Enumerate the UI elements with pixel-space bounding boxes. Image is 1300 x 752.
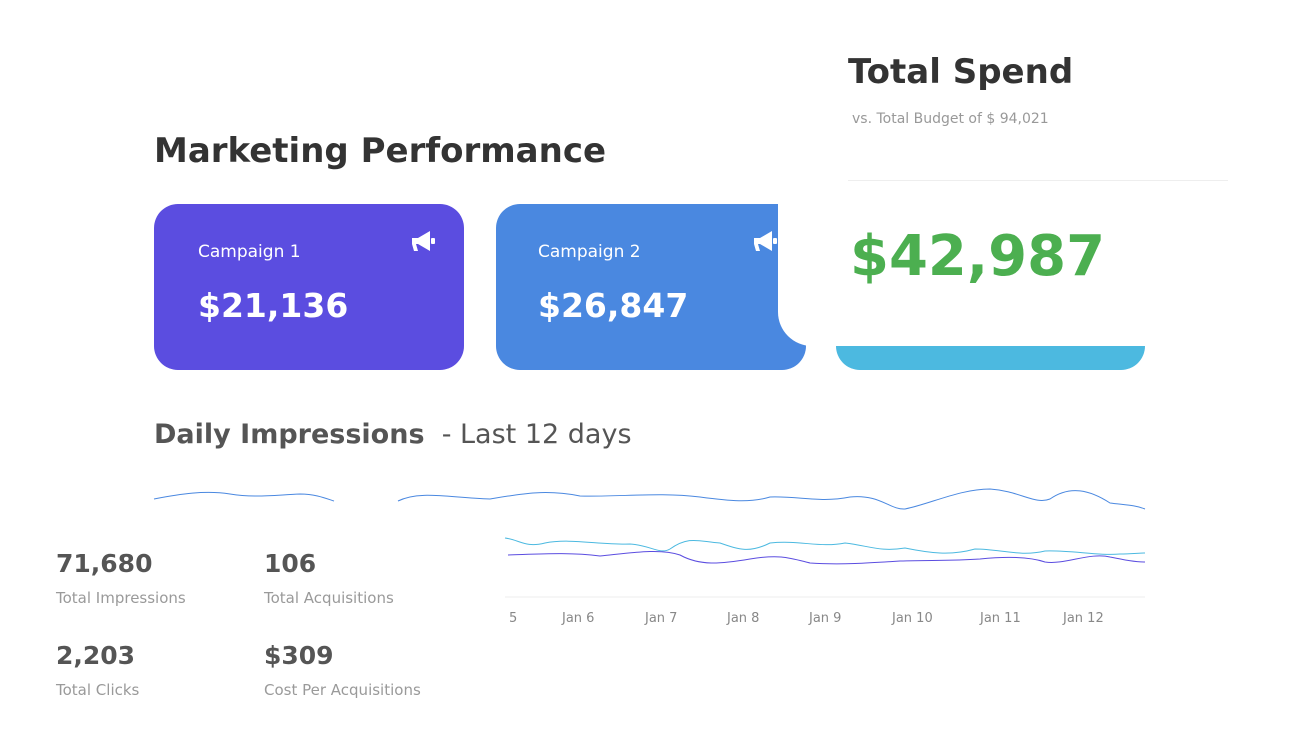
campaign-card: Campaign 2 $26,847	[496, 204, 806, 370]
card-subtitle: vs. Total Budget of $ 94,021	[852, 111, 1049, 127]
x-label: Jan 7	[645, 611, 678, 626]
megaphone-icon	[412, 231, 435, 251]
x-label: Jan 9	[809, 611, 842, 626]
stat-label: Total Impressions	[56, 589, 186, 607]
x-label: Jan 11	[980, 611, 1021, 626]
total-spend-value: $42,987	[850, 224, 1106, 289]
x-label: 5	[509, 611, 518, 626]
campaign-value: $21,136	[198, 286, 349, 325]
impressions-subtitle: - Last 12 days	[441, 419, 632, 450]
stat-value: $309	[264, 641, 334, 670]
section-title: Daily Impressions - Last 12 days	[154, 419, 632, 450]
card-title: Total Spend	[848, 52, 1074, 92]
stat-label: Total Acquisitions	[264, 589, 394, 607]
megaphone-icon	[754, 231, 777, 251]
x-label: Jan 6	[562, 611, 595, 626]
campaign-value: $26,847	[538, 286, 689, 325]
page-title: Marketing Performance	[154, 131, 607, 171]
series-line	[504, 537, 1146, 555]
impressions-title: Daily Impressions	[154, 419, 425, 450]
x-label: Jan 10	[892, 611, 933, 626]
campaign-label: Campaign 2	[538, 242, 641, 262]
divider	[848, 180, 1228, 181]
stat-value: 71,680	[56, 549, 153, 578]
stat-value: 2,203	[56, 641, 136, 670]
stat-label: Cost Per Acquisitions	[264, 681, 421, 699]
campaign-label: Campaign 1	[198, 242, 301, 262]
x-label: Jan 8	[727, 611, 760, 626]
total-spend-card: Total Spend vs. Total Budget of $ 94,021…	[778, 20, 1258, 346]
campaign-card: Campaign 1 $21,136	[154, 204, 464, 370]
x-label: Jan 12	[1063, 611, 1104, 626]
impressions-line	[153, 491, 335, 502]
stat-value: 106	[264, 549, 317, 578]
impressions-line	[397, 488, 1146, 510]
stat-label: Total Clicks	[56, 681, 140, 699]
series-line	[507, 550, 1146, 565]
